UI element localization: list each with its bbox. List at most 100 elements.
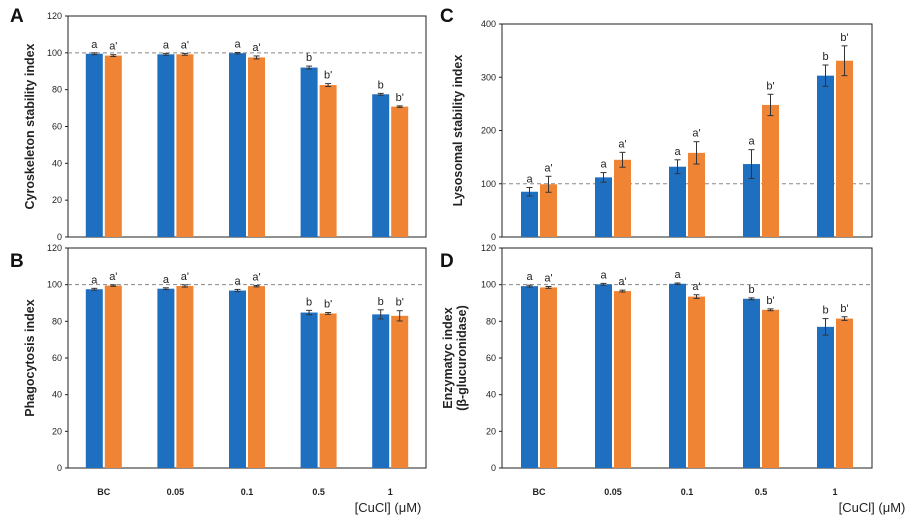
bar-blue-0.1 xyxy=(669,283,686,468)
bar-orange-0.1 xyxy=(248,286,265,468)
plot-frame xyxy=(501,247,873,469)
y-tick-label: 40 xyxy=(52,158,62,168)
significance-label: b' xyxy=(766,80,774,92)
significance-label: a' xyxy=(109,271,117,283)
y-tick-label: 100 xyxy=(47,280,62,290)
bar-blue-0.1 xyxy=(229,53,246,238)
bar-orange-0.1 xyxy=(688,296,705,468)
y-tick-label: 0 xyxy=(57,232,62,242)
bar-blue-0.5 xyxy=(300,312,318,468)
significance-label: a' xyxy=(618,276,626,288)
significance-label: b' xyxy=(840,303,848,315)
significance-label: a' xyxy=(181,39,189,51)
panel-letter: B xyxy=(10,251,24,272)
bar-blue-0.5 xyxy=(300,67,318,237)
panel-a: 0 20 40 60 80 100 120 a a' a a' a a' b b' b b' Cyroskelet… xyxy=(10,6,427,242)
significance-label: a xyxy=(91,274,98,286)
bar-blue-1 xyxy=(372,94,390,237)
y-tick-label: 0 xyxy=(491,463,496,473)
significance-label: b xyxy=(748,284,754,296)
y-tick-label: 80 xyxy=(486,316,496,326)
y-tick-label: 20 xyxy=(52,426,62,436)
bar-orange-0.5 xyxy=(762,104,779,237)
y-tick-label: 100 xyxy=(481,280,496,290)
bar-blue-0.05 xyxy=(595,284,612,468)
y-axis-label: Enzymatyc index xyxy=(441,307,455,408)
significance-label: a xyxy=(234,275,241,287)
bar-blue-0.05 xyxy=(157,54,175,237)
y-tick-label: 40 xyxy=(52,390,62,400)
category-label: 0.1 xyxy=(681,487,694,497)
panel-letter: C xyxy=(440,6,454,27)
significance-label: b' xyxy=(324,70,332,82)
x-axis-title-left: [CuCl] (μM) xyxy=(355,500,422,515)
y-tick-label: 80 xyxy=(52,85,62,95)
significance-label: a' xyxy=(692,281,700,293)
bar-orange-0.5 xyxy=(319,313,337,468)
significance-label: a xyxy=(674,146,681,158)
x-axis-title-right: [CuCl] (μM) xyxy=(839,500,906,515)
y-tick-label: 120 xyxy=(481,243,496,253)
significance-label: a xyxy=(163,274,170,286)
bar-blue-0.1 xyxy=(229,290,246,468)
significance-label: a xyxy=(600,269,607,281)
y-tick-label: 60 xyxy=(486,353,496,363)
bar-orange-1 xyxy=(836,60,853,238)
bar-orange-BC xyxy=(540,287,557,468)
bar-blue-1 xyxy=(817,326,834,468)
panel-d: 0 20 40 60 80 100 120 a a' BC a a' 0.05 a a' 0.1 b b' 0.5 b… xyxy=(440,243,873,497)
bar-orange-0.1 xyxy=(248,57,265,237)
bar-orange-BC xyxy=(104,285,122,468)
significance-label: a xyxy=(163,39,170,51)
panel-b: 0 20 40 60 80 100 120 a a' BC a a' 0.05 a a' 0.1 b b' 0.5 b… xyxy=(10,243,427,497)
significance-label: a xyxy=(600,159,607,171)
significance-label: a xyxy=(91,39,98,51)
bar-orange-0.5 xyxy=(319,85,337,237)
category-label: BC xyxy=(533,487,546,497)
y-axis-label: Phagocytosis index xyxy=(23,299,37,416)
y-tick-label: 40 xyxy=(486,390,496,400)
category-label: 0.05 xyxy=(604,487,622,497)
bar-blue-1 xyxy=(372,314,390,468)
y-tick-label: 200 xyxy=(481,126,496,136)
bar-blue-BC xyxy=(521,191,538,237)
bar-blue-BC xyxy=(85,53,103,237)
significance-label: b' xyxy=(324,299,332,311)
plot-frame xyxy=(501,23,873,238)
category-label: 0.05 xyxy=(167,487,185,497)
significance-label: a' xyxy=(181,271,189,283)
significance-label: b xyxy=(378,296,384,308)
panel-c: 0 100 200 300 400 a a' a a' a a' a b' b b' Lysosomal st… xyxy=(440,6,873,242)
y-tick-label: 400 xyxy=(481,19,496,29)
category-label: 1 xyxy=(832,487,837,497)
panel-letter: A xyxy=(10,6,24,27)
category-label: 0.1 xyxy=(241,487,254,497)
significance-label: b' xyxy=(766,295,774,307)
bar-blue-BC xyxy=(85,289,103,468)
significance-label: a' xyxy=(252,42,260,54)
y-tick-label: 0 xyxy=(57,463,62,473)
bar-orange-BC xyxy=(540,184,557,237)
significance-label: a xyxy=(748,136,755,148)
category-label: 1 xyxy=(388,487,393,497)
y-tick-label: 20 xyxy=(486,426,496,436)
bar-orange-0.05 xyxy=(176,54,194,237)
bar-blue-0.1 xyxy=(669,166,686,237)
bar-blue-0.5 xyxy=(743,298,760,468)
y-tick-label: 120 xyxy=(47,11,62,21)
significance-label: a xyxy=(674,269,681,281)
significance-label: b' xyxy=(396,297,404,309)
significance-label: a' xyxy=(544,162,552,174)
y-axis-label: Lysosomal stability index xyxy=(451,55,465,207)
y-tick-label: 0 xyxy=(491,232,496,242)
category-label: BC xyxy=(97,487,110,497)
bar-orange-0.1 xyxy=(688,152,705,237)
significance-label: a xyxy=(234,38,241,50)
bar-blue-1 xyxy=(817,75,834,237)
significance-label: b' xyxy=(840,32,848,44)
bar-orange-BC xyxy=(104,55,122,238)
category-label: 0.5 xyxy=(755,487,768,497)
y-tick-label: 100 xyxy=(481,179,496,189)
significance-label: b' xyxy=(396,92,404,104)
